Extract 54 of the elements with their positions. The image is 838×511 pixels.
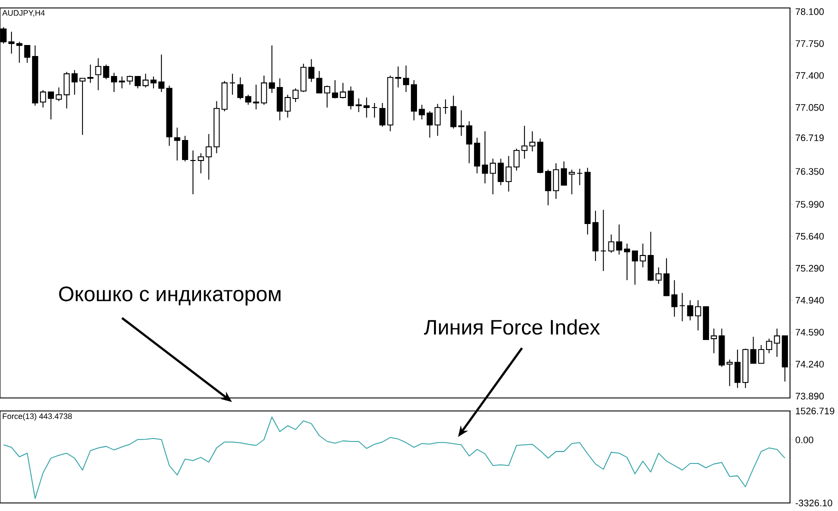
y-tick-label: 74.590 (796, 328, 824, 336)
candlestick (110, 72, 118, 92)
candlestick (8, 31, 15, 54)
candlestick (292, 88, 299, 103)
candlestick (624, 243, 630, 281)
y-tick-label: 74.940 (796, 296, 824, 304)
candlestick (632, 250, 638, 286)
candlestick (79, 78, 86, 136)
candlestick (679, 292, 686, 322)
y-tick-label: 76.350 (796, 168, 824, 175)
candlestick (332, 80, 338, 99)
candlestick (734, 349, 741, 388)
candlestick (260, 75, 268, 106)
candlestick (552, 162, 560, 200)
candlestick (482, 130, 488, 184)
y-tick-label: 78.100 (796, 8, 824, 15)
y-tick-label: 77.050 (796, 104, 824, 111)
y-tick-label: 77.400 (796, 72, 824, 79)
candlestick (600, 209, 606, 272)
candlestick (687, 300, 694, 321)
y-tick-label: 75.640 (796, 232, 824, 240)
candlestick (182, 135, 188, 162)
candlestick (403, 65, 410, 92)
candlestick (774, 328, 780, 358)
candlestick (576, 168, 583, 186)
candlestick (40, 90, 46, 108)
candlestick (521, 125, 528, 160)
candlestick (450, 95, 456, 129)
candlestick (229, 73, 236, 96)
y-tick-label: 74.240 (796, 360, 824, 368)
y-tick-label: 1526.719 (796, 408, 834, 414)
y-tick-label: 77.750 (796, 40, 824, 47)
candlestick (300, 63, 307, 92)
y-tick-label: 0.00 (796, 436, 814, 444)
candlestick (150, 76, 157, 89)
candlestick (87, 64, 94, 84)
y-tick-label: 75.990 (796, 201, 824, 208)
candlestick (48, 92, 54, 120)
y-tick-label: -3326.10 (796, 500, 832, 506)
candlestick (174, 127, 180, 161)
candlestick (695, 300, 702, 331)
y-tick-label: 76.719 (796, 134, 824, 142)
annotation: Окошко с индикатором (59, 286, 280, 306)
candlestick (340, 82, 346, 99)
candlestick (514, 148, 520, 172)
candlestick (118, 76, 125, 89)
candlestick (442, 98, 449, 114)
y-tick-label: 73.890 (796, 392, 824, 400)
y-tick-label: 75.290 (796, 264, 824, 272)
candlestick (671, 280, 678, 318)
candlestick (663, 258, 670, 296)
candlestick (371, 102, 378, 118)
candlestick (190, 150, 196, 195)
annotation: Линия Force Index (424, 319, 600, 335)
